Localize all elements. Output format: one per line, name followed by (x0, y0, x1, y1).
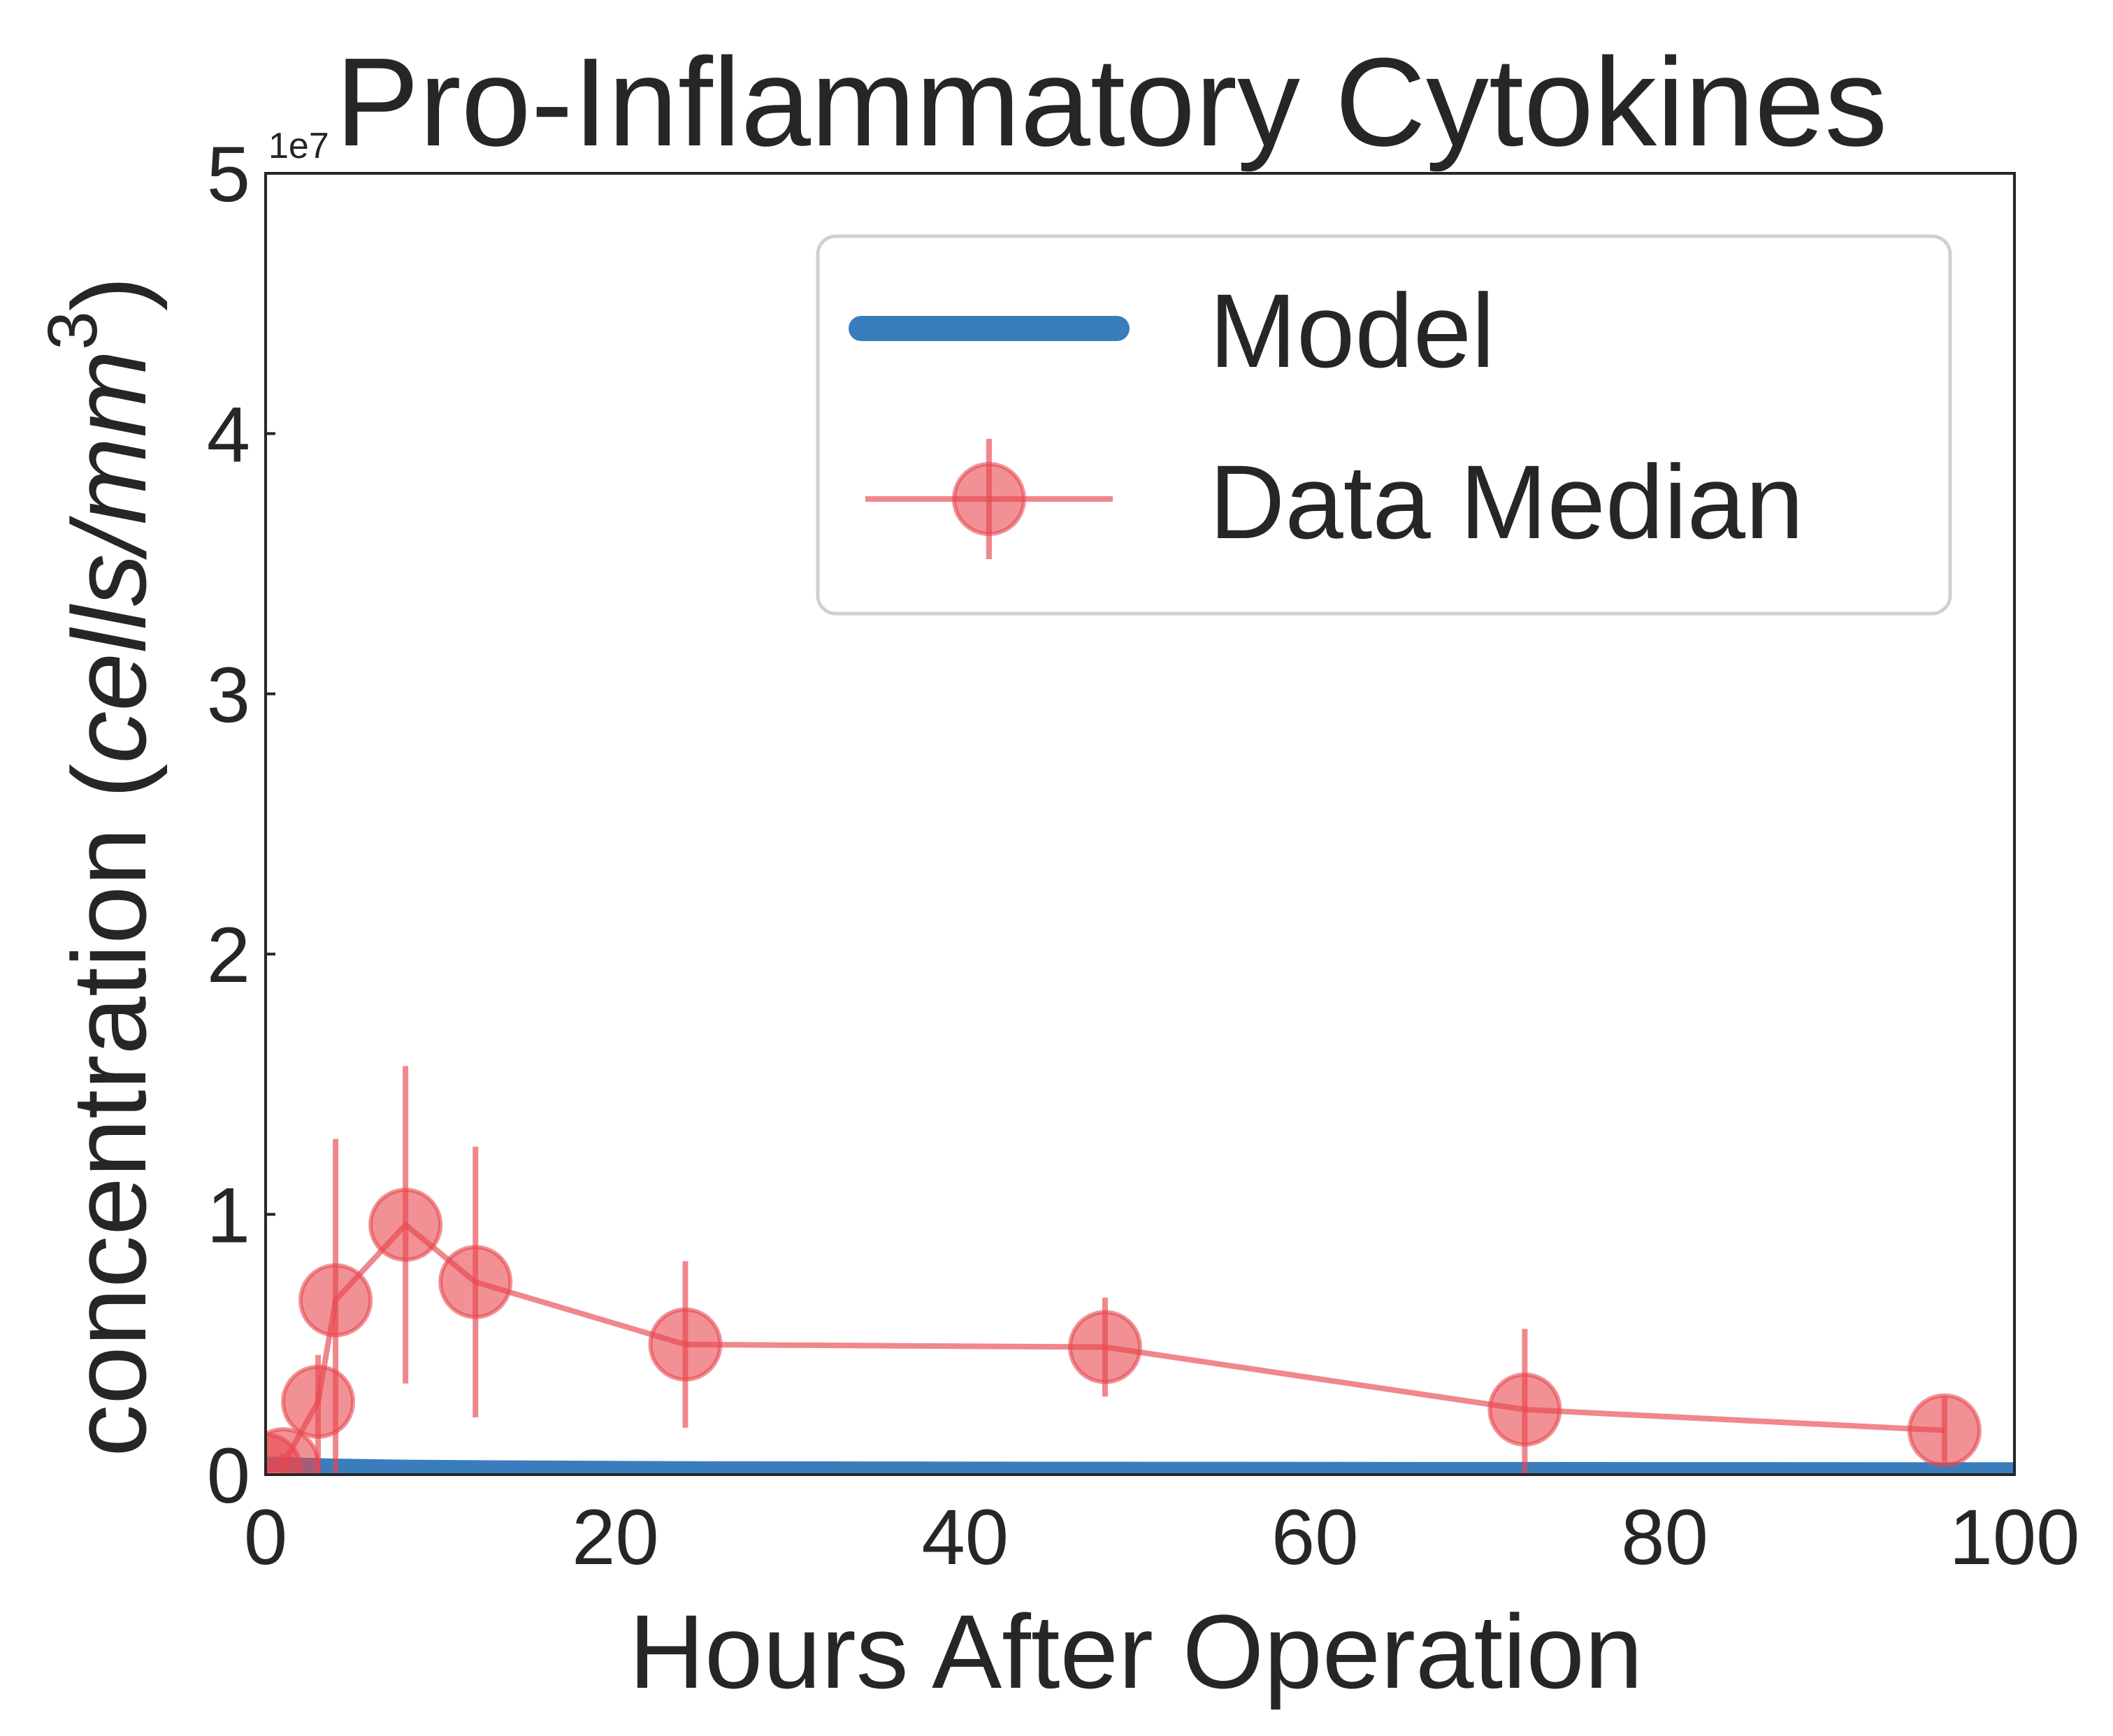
x-tick-label: 80 (1621, 1493, 1708, 1581)
y-axis-label-unit: cells/mm (50, 350, 168, 764)
data-point (281, 1364, 356, 1439)
chart-title: Pro-Inflammatory Cytokines (336, 32, 1888, 173)
legend-label-model: Model (1209, 272, 1495, 389)
legend-swatch-data-marker (952, 462, 1026, 536)
plot-area: 0 20 40 60 80 100 0 1 2 3 4 5 (207, 131, 2080, 1581)
data-point (368, 1187, 443, 1262)
x-tick-label: 20 (572, 1493, 659, 1581)
y-tick-label: 4 (207, 391, 250, 478)
data-point (1067, 1310, 1142, 1384)
x-tick-label: 40 (922, 1493, 1009, 1581)
y-axis-label-suffix: ) (50, 276, 168, 311)
y-axis-label-prefix: concentration ( (50, 763, 168, 1456)
data-point (1907, 1393, 1982, 1468)
x-axis-label: Hours After Operation (629, 1593, 1643, 1710)
x-tick-label: 60 (1271, 1493, 1359, 1581)
data-point (438, 1245, 513, 1319)
y-axis-label: concentration (cells/mm3) (34, 276, 168, 1456)
axis-ticks: 0 20 40 60 80 100 0 1 2 3 4 5 (207, 131, 2080, 1581)
y-tick-label: 0 (207, 1432, 250, 1519)
legend: Model Data Median (816, 234, 1952, 616)
y-axis-label-superscript: 3 (34, 311, 112, 350)
data-point (1487, 1372, 1562, 1447)
y-tick-label: 3 (207, 651, 250, 739)
y-offset-label: 1e7 (268, 126, 329, 166)
y-tick-label: 2 (207, 911, 250, 999)
data-point (298, 1263, 373, 1338)
series-line-model (266, 1456, 2014, 1475)
x-tick-label: 0 (244, 1493, 287, 1581)
y-tick-label: 5 (207, 131, 250, 218)
y-tick-label: 1 (207, 1172, 250, 1259)
data-point (648, 1307, 723, 1382)
series-layer (266, 1066, 2014, 1475)
plot-frame (264, 172, 2016, 1476)
x-tick-label: 100 (1949, 1493, 2080, 1581)
legend-label-data-median: Data Median (1209, 443, 1804, 560)
data-point (266, 1427, 321, 1475)
